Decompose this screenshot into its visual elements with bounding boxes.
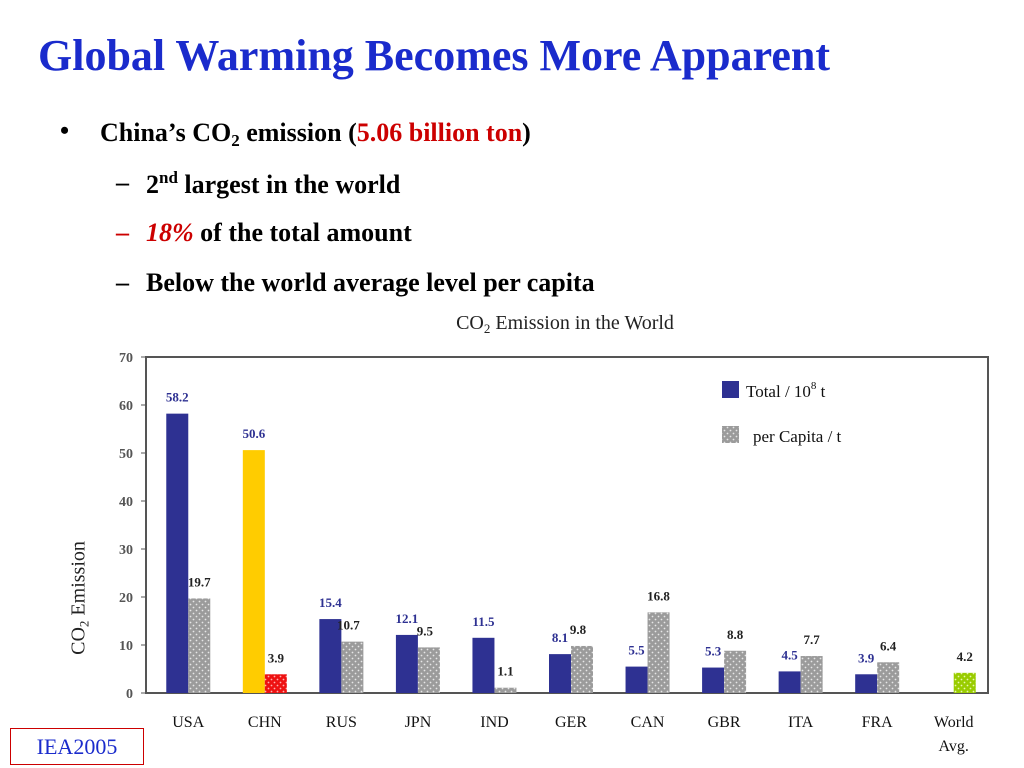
data-label-total: 15.4	[319, 595, 342, 610]
dash-symbol: –	[116, 268, 129, 297]
data-label-total: 5.3	[705, 644, 722, 659]
bar-total-ger	[549, 654, 571, 693]
x-tick-label: ITA	[788, 714, 814, 731]
y-tick-label: 10	[119, 639, 133, 654]
data-label-per-capita: 10.7	[337, 618, 360, 633]
rank-text: largest in the world	[177, 170, 401, 199]
chart-title: CO2 Emission in the World	[400, 312, 730, 337]
x-tick-label: CAN	[631, 714, 665, 731]
bar-total-gbr	[702, 667, 725, 693]
data-label-per-capita: 8.8	[727, 627, 744, 642]
rank-suffix: nd	[159, 168, 178, 187]
x-tick-label: USA	[172, 714, 204, 731]
sub-bullet-share-text: 18% of the total amount	[146, 218, 412, 248]
bar-total-ind	[472, 637, 495, 693]
bar-per-capita-jpn	[417, 647, 440, 693]
bar-total-can	[625, 666, 648, 693]
data-label-total: 12.1	[396, 611, 419, 626]
y-tick-label: 70	[119, 351, 133, 366]
data-label-per-capita: 16.8	[647, 588, 670, 603]
x-tick-label: RUS	[326, 714, 357, 731]
bullet-main-sub: 2	[231, 131, 240, 150]
y-tick-label: 0	[126, 687, 133, 702]
data-label-total: 5.5	[628, 643, 645, 658]
x-tick-label: JPN	[405, 714, 432, 731]
x-tick-label: IND	[480, 714, 508, 731]
data-label-per-capita: 7.7	[804, 632, 821, 647]
bullet-main-mid: emission (	[239, 118, 357, 147]
data-label-per-capita: 3.9	[268, 650, 285, 665]
slide-title: Global Warming Becomes More Apparent	[38, 31, 830, 80]
source-label: IEA2005	[10, 728, 144, 765]
legend-label-total: Total / 108 t	[746, 380, 826, 401]
bullet-main-prefix: China’s CO	[100, 118, 232, 147]
bar-total-usa	[166, 413, 189, 693]
data-label-per-capita: 4.2	[957, 649, 973, 664]
bar-per-capita-ind	[494, 687, 517, 693]
share-highlight: 18%	[146, 218, 194, 247]
legend-label-per-capita: per Capita / t	[753, 427, 842, 446]
bar-total-rus	[319, 619, 342, 693]
bar-per-capita-rus	[341, 641, 364, 693]
bar-total-chn	[242, 450, 265, 693]
y-tick-label: 40	[119, 495, 133, 510]
bar-total-fra	[855, 674, 878, 693]
data-label-per-capita: 6.4	[880, 638, 897, 653]
data-label-per-capita: 9.5	[417, 623, 434, 638]
bar-per-capita-gbr	[724, 650, 747, 693]
bullet-main-highlight: 5.06 billion ton	[356, 118, 523, 147]
x-tick-label: GER	[555, 714, 587, 731]
sub-bullet-rank-text: 2nd largest in the world	[146, 168, 400, 200]
data-label-total: 50.6	[242, 426, 265, 441]
bullet-dot: •	[60, 116, 70, 145]
bar-per-capita-usa	[188, 598, 211, 693]
data-label-per-capita: 9.8	[570, 622, 587, 637]
per-capita-text: Below the world average level per capita	[146, 268, 595, 297]
data-label-per-capita: 19.7	[188, 574, 211, 589]
y-tick-label: 60	[119, 399, 133, 414]
y-tick-label: 30	[119, 543, 133, 558]
data-label-total: 58.2	[166, 390, 189, 405]
legend-swatch-per-capita	[722, 426, 739, 443]
x-tick-label: CHN	[248, 714, 282, 731]
y-tick-label: 20	[119, 591, 133, 606]
x-tick-label: World	[934, 714, 974, 731]
bar-per-capita-can	[647, 612, 670, 693]
data-label-total: 8.1	[552, 630, 568, 645]
bar-per-capita-ger	[571, 645, 593, 693]
legend-swatch-total	[722, 381, 739, 398]
share-text: of the total amount	[193, 218, 412, 247]
bullet-main-suffix: )	[522, 118, 531, 147]
data-label-total: 11.5	[472, 614, 495, 629]
chart-title-prefix: CO	[456, 312, 484, 334]
chart-title-sub: 2	[483, 321, 491, 336]
chart-title-suffix: Emission in the World	[490, 312, 674, 334]
bar-per-capita-worldavg	[953, 672, 976, 693]
bar-per-capita-chn	[264, 674, 287, 693]
data-label-per-capita: 1.1	[497, 664, 513, 679]
x-tick-label: Avg.	[939, 738, 969, 755]
bar-per-capita-ita	[800, 656, 823, 693]
x-tick-label: GBR	[708, 714, 741, 731]
x-tick-label: FRA	[862, 714, 894, 731]
bar-per-capita-fra	[877, 662, 900, 693]
y-tick-label: 50	[119, 447, 133, 462]
data-label-total: 4.5	[782, 647, 799, 662]
dash-symbol: –	[116, 168, 129, 197]
data-label-total: 3.9	[858, 650, 875, 665]
bar-total-ita	[778, 671, 801, 693]
rank-number: 2	[146, 170, 159, 199]
bullet-main-text: China’s CO2 emission (5.06 billion ton)	[100, 118, 531, 151]
dash-symbol: –	[116, 218, 129, 247]
bar-total-jpn	[395, 634, 418, 693]
